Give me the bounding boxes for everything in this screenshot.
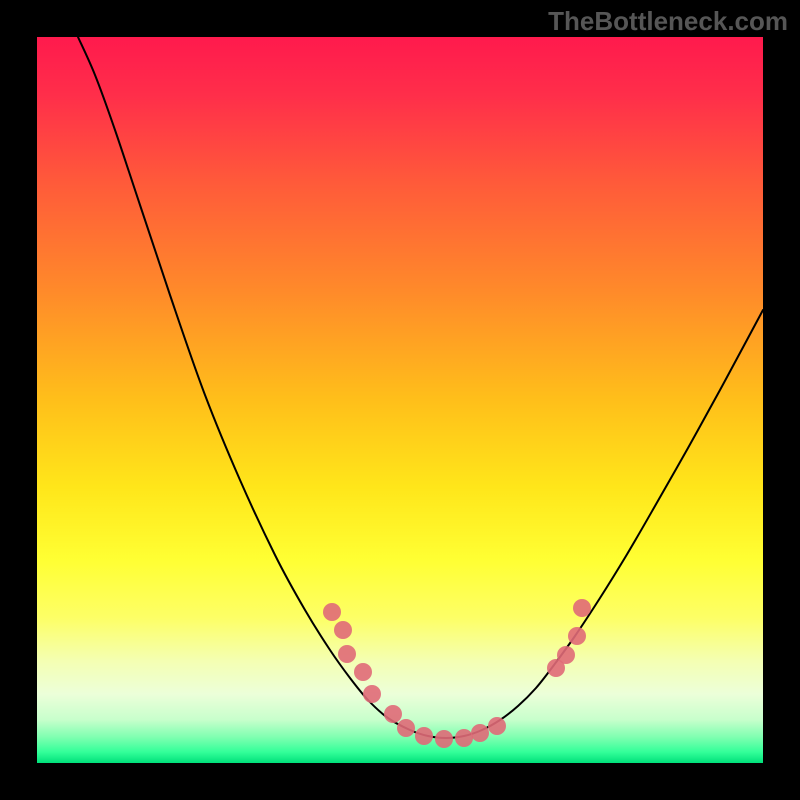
chart-svg-layer [0, 0, 800, 800]
curve-marker [415, 727, 433, 745]
bottleneck-curve [78, 37, 763, 738]
curve-marker [323, 603, 341, 621]
curve-marker [568, 627, 586, 645]
curve-marker [488, 717, 506, 735]
curve-marker [397, 719, 415, 737]
curve-marker [334, 621, 352, 639]
curve-marker [384, 705, 402, 723]
curve-marker [557, 646, 575, 664]
curve-marker [435, 730, 453, 748]
curve-marker [354, 663, 372, 681]
curve-marker [573, 599, 591, 617]
chart-container: TheBottleneck.com [0, 0, 800, 800]
curve-marker [471, 724, 489, 742]
curve-marker [363, 685, 381, 703]
curve-marker [455, 729, 473, 747]
curve-marker [338, 645, 356, 663]
watermark-text: TheBottleneck.com [548, 6, 788, 37]
